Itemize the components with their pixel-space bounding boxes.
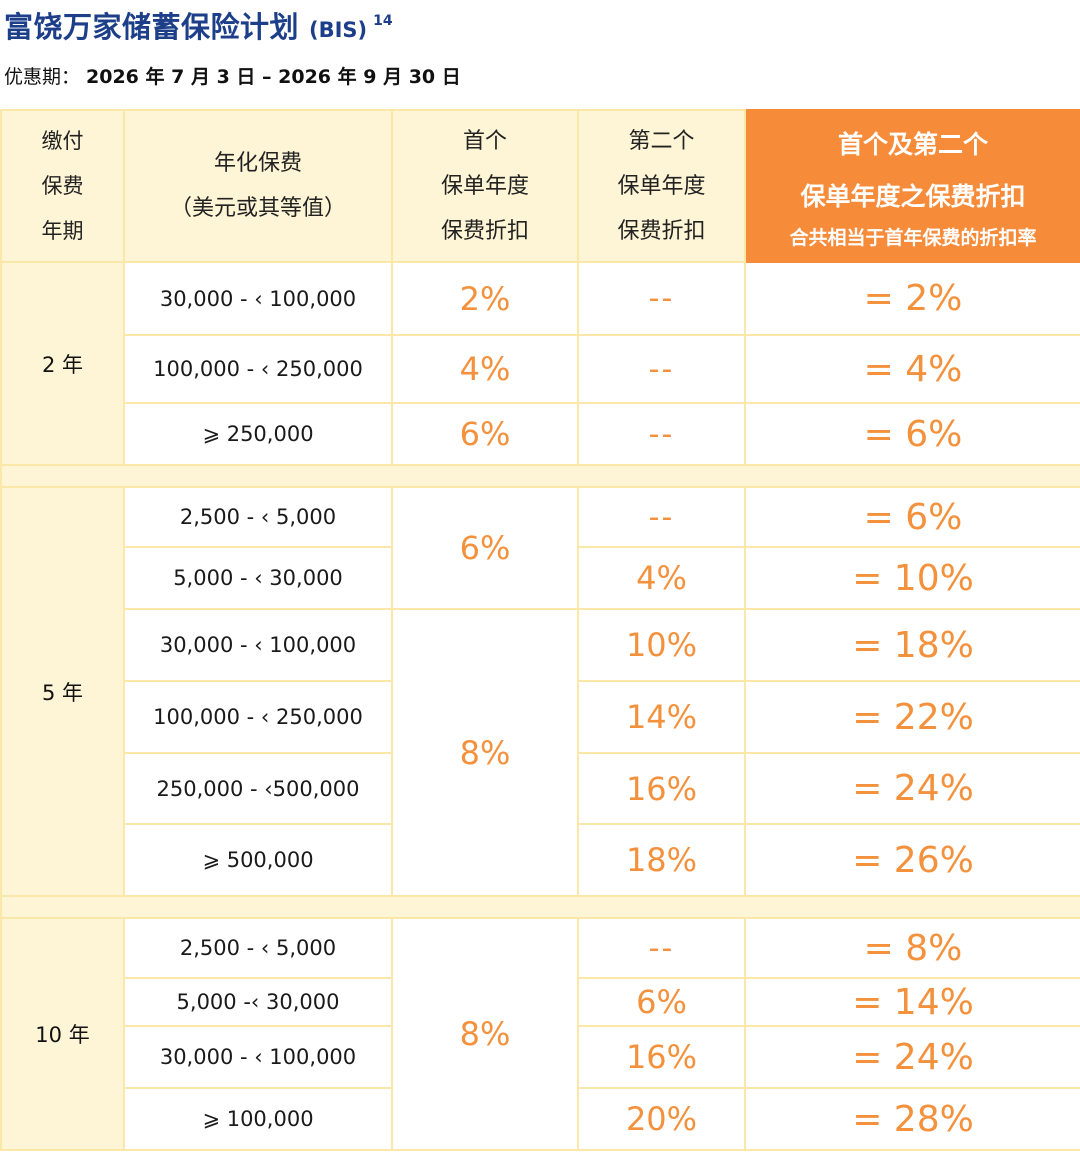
first-year-discount: 8% (391, 917, 579, 1151)
table-row: 10 年 2,500 - ‹ 5,000 8% -- = 8% (0, 917, 1080, 1151)
table-row: 2 年 30,000 - ‹ 100,000 2% -- = 2% (0, 261, 1080, 466)
term-cell: 2 年 (0, 261, 125, 466)
second-year-discount: 18% (577, 823, 746, 897)
total-discount: = 14% (744, 977, 1080, 1027)
total-discount: = 24% (744, 1025, 1080, 1089)
first-year-discount: 8% (391, 608, 579, 897)
discount-table: 缴付 保费 年期 年化保费 （美元或其等值） 首个 保单年度 保费折扣 第二个 … (0, 109, 1080, 1151)
header-text: 保费折扣 (440, 218, 529, 244)
premium-range: 2,500 - ‹ 5,000 (123, 486, 393, 548)
table-row: 100,000 - ‹ 250,000 4% -- = 4% (1, 334, 1080, 404)
total-discount: = 28% (744, 1087, 1080, 1151)
second-year-discount: 16% (577, 752, 746, 825)
table-row: ⩾ 500,000 18% = 26% (1, 823, 1080, 897)
premium-range: 100,000 - ‹ 250,000 (123, 334, 393, 404)
header-payment-term: 缴付 保费 年期 (0, 109, 125, 263)
table-row: 5,000 - ‹ 30,000 4% = 10% (1, 546, 1080, 610)
header-text: 首个及第二个 (837, 130, 988, 159)
term-cell: 10 年 (0, 917, 125, 1151)
total-discount: = 24% (744, 752, 1080, 825)
separator-cell (0, 464, 1080, 488)
total-discount: = 8% (744, 917, 1080, 979)
total-discount: = 18% (744, 608, 1080, 682)
second-year-discount: 6% (577, 977, 746, 1027)
total-discount: = 2% (744, 261, 1080, 336)
premium-range: 5,000 - ‹ 30,000 (123, 546, 393, 610)
premium-range: 5,000 -‹ 30,000 (123, 977, 393, 1027)
premium-range: ⩾ 500,000 (123, 823, 393, 897)
first-year-discount: 6% (391, 486, 579, 610)
header-total-discount: 首个及第二个 保单年度之保费折扣 合共相当于首年保费的折扣率 (744, 109, 1080, 263)
header-text: 缴付 (41, 128, 84, 153)
group-separator (0, 464, 1080, 488)
page-title: 富饶万家储蓄保险计划 (BIS) 14 (4, 4, 393, 48)
header-annual-premium: 年化保费 （美元或其等值） (123, 109, 393, 263)
header-text: 保单年度之保费折扣 (800, 182, 1026, 211)
premium-range: 250,000 - ‹500,000 (123, 752, 393, 825)
premium-range: 30,000 - ‹ 100,000 (123, 608, 393, 682)
premium-range: 2,500 - ‹ 5,000 (123, 917, 393, 979)
second-year-discount: -- (577, 334, 746, 404)
total-discount: = 6% (744, 486, 1080, 548)
first-year-discount: 4% (391, 334, 579, 404)
offer-period-value: 2026 年 7 月 3 日 – 2026 年 9 月 30 日 (86, 65, 461, 88)
premium-range: ⩾ 250,000 (123, 402, 393, 466)
total-discount: = 6% (744, 402, 1080, 466)
table-row: 5 年 2,500 - ‹ 5,000 6% -- = 6% (0, 486, 1080, 897)
table-header-row: 缴付 保费 年期 年化保费 （美元或其等值） 首个 保单年度 保费折扣 第二个 … (0, 109, 1080, 263)
second-year-discount: -- (577, 402, 746, 466)
header-text: 保单年度 (440, 173, 529, 199)
plan-code: (BIS) (309, 18, 368, 42)
total-discount: = 22% (744, 680, 1080, 754)
first-year-discount: 2% (391, 261, 579, 336)
second-year-discount: 14% (577, 680, 746, 754)
second-year-discount: 10% (577, 608, 746, 682)
table-row: 30,000 - ‹ 100,000 8% 10% = 18% (1, 608, 1080, 897)
table-row: ⩾ 250,000 6% -- = 6% (1, 402, 1080, 466)
second-year-discount: 20% (577, 1087, 746, 1151)
offer-period-label: 优惠期： (4, 65, 81, 88)
header-text: 第二个 (628, 128, 695, 154)
separator-cell (0, 895, 1080, 919)
header-text: 合共相当于首年保费的折扣率 (789, 227, 1037, 249)
second-year-discount: -- (577, 261, 746, 336)
premium-range: ⩾ 100,000 (123, 1087, 393, 1151)
second-year-discount: 16% (577, 1025, 746, 1089)
table-row: ⩾ 100,000 20% = 28% (1, 1087, 1080, 1151)
header-first-year-discount: 首个 保单年度 保费折扣 (391, 109, 579, 263)
table-row: 250,000 - ‹500,000 16% = 24% (1, 752, 1080, 825)
second-year-discount: -- (577, 917, 746, 979)
group-separator (0, 895, 1080, 919)
table-row: 100,000 - ‹ 250,000 14% = 22% (1, 680, 1080, 754)
header-second-year-discount: 第二个 保单年度 保费折扣 (577, 109, 746, 263)
header-text: 保单年度 (617, 173, 706, 199)
offer-period: 优惠期： 2026 年 7 月 3 日 – 2026 年 9 月 30 日 (4, 60, 461, 90)
premium-range: 100,000 - ‹ 250,000 (123, 680, 393, 754)
premium-range: 30,000 - ‹ 100,000 (123, 1025, 393, 1089)
footnote-ref: 14 (373, 13, 393, 29)
second-year-discount: 4% (577, 546, 746, 610)
table-row: 30,000 - ‹ 100,000 16% = 24% (1, 1025, 1080, 1089)
table-row: 5,000 -‹ 30,000 6% = 14% (1, 977, 1080, 1027)
first-year-discount: 6% (391, 402, 579, 466)
header-text: 首个 (462, 128, 507, 154)
header-text: 年期 (41, 218, 84, 243)
header-text: 保费折扣 (617, 218, 706, 244)
total-discount: = 26% (744, 823, 1080, 897)
second-year-discount: -- (577, 486, 746, 548)
premium-range: 30,000 - ‹ 100,000 (123, 261, 393, 336)
header-text: 保费 (41, 173, 84, 198)
term-cell: 5 年 (0, 486, 125, 897)
header-text: （美元或其等值） (169, 196, 346, 221)
plan-name: 富饶万家储蓄保险计划 (4, 10, 300, 44)
header-text: 年化保费 (213, 151, 302, 176)
total-discount: = 4% (744, 334, 1080, 404)
total-discount: = 10% (744, 546, 1080, 610)
